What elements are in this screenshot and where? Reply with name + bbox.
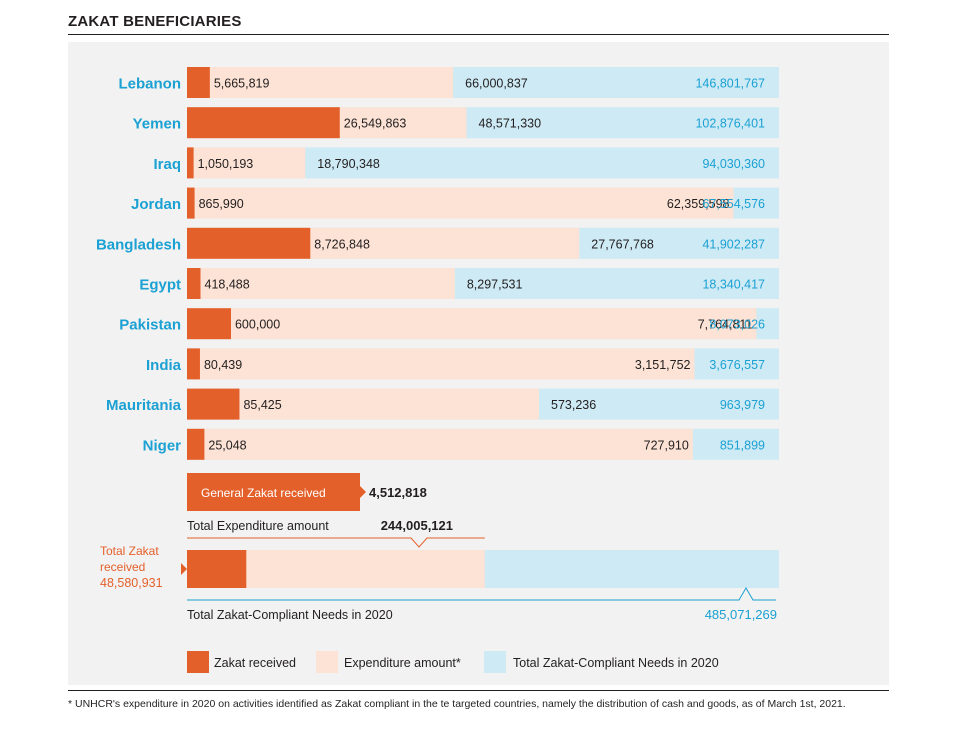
needs-value-egypt: 18,340,417 (702, 278, 765, 292)
footnote: * UNHCR's expenditure in 2020 on activit… (68, 698, 846, 710)
general-zakat-label: General Zakat received (201, 486, 326, 500)
total-zakat-value: 48,580,931 (100, 576, 163, 590)
legend-swatch-2 (316, 651, 338, 673)
total-needs-value: 485,071,269 (705, 607, 777, 622)
page-title: ZAKAT BENEFICIARIES (68, 13, 242, 30)
general-zakat-value: 4,512,818 (369, 485, 427, 500)
expenditure-value-niger: 727,910 (644, 438, 689, 452)
zakat-beneficiaries-chart: Lebanon 5,665,819 66,000,837 146,801,767 Yem… (96, 67, 779, 673)
expenditure-bar-pakistan (187, 308, 757, 340)
expenditure-bar-lebanon (187, 67, 454, 98)
total-needs-label: Total Zakat-Compliant Needs in 2020 (187, 608, 393, 622)
zakat-bar-mauritania (187, 388, 240, 420)
needs-value-iraq: 94,030,360 (702, 157, 765, 171)
needs-value-niger: 851,899 (720, 438, 765, 452)
expenditure-bar-jordan (187, 187, 734, 219)
country-label-mauritania: Mauritania (106, 397, 182, 414)
general-zakat-box (187, 473, 360, 511)
zakat-value-bangladesh: 8,726,848 (314, 237, 370, 251)
zakat-value-mauritania: 85,425 (243, 398, 281, 412)
legend-label-3: Total Zakat-Compliant Needs in 2020 (513, 656, 719, 670)
zakat-bar-yemen (187, 107, 340, 139)
zakat-value-pakistan: 600,000 (235, 318, 280, 332)
zakat-bar-jordan (187, 187, 195, 219)
country-label-bangladesh: Bangladesh (96, 236, 181, 253)
total-zakat-label-line1: Total Zakat (100, 544, 159, 558)
expenditure-bar-egypt (187, 268, 455, 299)
country-label-iraq: Iraq (153, 156, 181, 173)
needs-value-pakistan: 8,073,026 (709, 318, 765, 332)
total-expenditure-label: Total Expenditure amount (187, 519, 329, 533)
zakat-bar-iraq (187, 147, 194, 179)
zakat-bar-bangladesh (187, 227, 311, 259)
zakat-value-lebanon: 5,665,819 (214, 77, 270, 91)
zakat-bar-niger (187, 428, 205, 460)
expenditure-value-pakistan: 7,764,811 (698, 318, 753, 332)
expenditure-bar-india (187, 348, 695, 380)
expenditure-value-jordan: 62,359,598 (667, 197, 730, 211)
needs-value-mauritania: 963,979 (720, 398, 765, 412)
expenditure-value-mauritania: 573,236 (551, 398, 596, 412)
expenditure-bar-niger (187, 428, 693, 460)
needs-value-jordan: 67,554,576 (702, 197, 765, 211)
zakat-bar-egypt (187, 268, 201, 299)
expenditure-bar-iraq (187, 147, 306, 179)
summary-zakat-bar (187, 550, 247, 588)
legend-label-2: Expenditure amount* (344, 656, 461, 670)
footnote-divider (68, 690, 889, 691)
needs-value-lebanon: 146,801,767 (695, 77, 765, 91)
country-label-pakistan: Pakistan (119, 317, 181, 334)
legend-swatch-3 (484, 651, 506, 673)
expenditure-value-lebanon: 66,000,837 (465, 77, 528, 91)
expenditure-value-iraq: 18,790,348 (317, 157, 380, 171)
expenditure-value-india: 3,151,752 (635, 358, 691, 372)
zakat-value-india: 80,439 (204, 358, 242, 372)
zakat-value-niger: 25,048 (208, 438, 246, 452)
zakat-value-yemen: 26,549,863 (344, 117, 407, 131)
zakat-bar-lebanon (187, 67, 210, 98)
needs-value-yemen: 102,876,401 (695, 117, 765, 131)
total-needs-bracket (187, 587, 776, 601)
country-label-india: India (146, 357, 182, 374)
total-expenditure-bracket (187, 537, 485, 548)
needs-value-india: 3,676,557 (709, 358, 765, 372)
legend-swatch-1 (187, 651, 209, 673)
zakat-value-egypt: 418,488 (205, 278, 250, 292)
country-label-yemen: Yemen (133, 116, 181, 133)
general-zakat-pointer (360, 486, 366, 498)
country-label-jordan: Jordan (131, 196, 181, 213)
total-zakat-pointer (181, 563, 187, 575)
zakat-bar-india (187, 348, 200, 380)
expenditure-value-yemen: 48,571,330 (479, 117, 542, 131)
zakat-bar-pakistan (187, 308, 231, 340)
country-label-egypt: Egypt (139, 277, 181, 294)
expenditure-value-egypt: 8,297,531 (467, 278, 523, 292)
zakat-value-iraq: 1,050,193 (198, 157, 254, 171)
country-label-niger: Niger (143, 437, 182, 454)
legend-label-1: Zakat received (214, 656, 296, 670)
expenditure-value-bangladesh: 27,767,768 (591, 237, 654, 251)
total-expenditure-value: 244,005,121 (381, 518, 453, 533)
total-zakat-label-line2: received (100, 560, 145, 574)
expenditure-bar-mauritania (187, 388, 540, 420)
needs-value-bangladesh: 41,902,287 (702, 237, 765, 251)
country-label-lebanon: Lebanon (119, 76, 182, 93)
zakat-value-jordan: 865,990 (199, 197, 244, 211)
title-divider (68, 34, 889, 35)
